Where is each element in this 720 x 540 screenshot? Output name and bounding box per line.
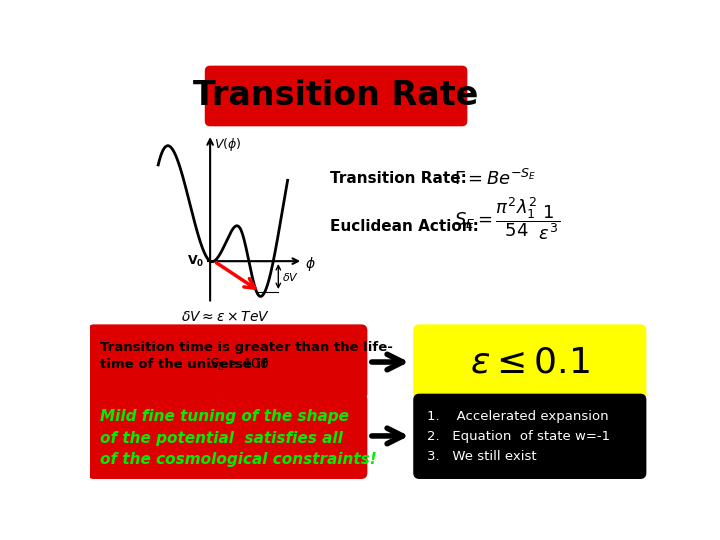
Text: $\phi$: $\phi$: [305, 255, 316, 273]
FancyBboxPatch shape: [89, 325, 366, 399]
Text: Transition Rate:: Transition Rate:: [330, 171, 467, 186]
Text: $\Gamma = Be^{-S_E}$: $\Gamma = Be^{-S_E}$: [454, 168, 537, 189]
Text: of the potential  satisfies all: of the potential satisfies all: [100, 431, 343, 445]
Text: $V(\phi)$: $V(\phi)$: [214, 137, 241, 153]
Text: $\delta V \approx \varepsilon \times TeV$: $\delta V \approx \varepsilon \times TeV…: [181, 310, 270, 325]
Text: $S_E \geq 400$: $S_E \geq 400$: [209, 356, 269, 373]
Text: 1.    Accelerated expansion: 1. Accelerated expansion: [427, 410, 608, 423]
Text: of the cosmological constraints!: of the cosmological constraints!: [100, 453, 377, 467]
Text: $\varepsilon \leq 0.1$: $\varepsilon \leq 0.1$: [470, 345, 590, 379]
Text: $\mathbf{V_0}$: $\mathbf{V_0}$: [186, 254, 204, 269]
Text: 3.   We still exist: 3. We still exist: [427, 450, 536, 463]
FancyBboxPatch shape: [205, 66, 467, 126]
FancyBboxPatch shape: [89, 394, 366, 478]
FancyBboxPatch shape: [414, 394, 646, 478]
Text: time of the universe if: time of the universe if: [100, 358, 267, 371]
Text: Euclidean Action:: Euclidean Action:: [330, 219, 479, 234]
Text: Mild fine tuning of the shape: Mild fine tuning of the shape: [100, 409, 349, 424]
Text: 2.   Equation  of state w=-1: 2. Equation of state w=-1: [427, 430, 611, 443]
Text: $\delta V$: $\delta V$: [282, 271, 300, 282]
Text: $S_E = \dfrac{\pi^2 \lambda_1^2}{54} \dfrac{1}{\varepsilon^3}$: $S_E = \dfrac{\pi^2 \lambda_1^2}{54} \df…: [454, 195, 560, 242]
Text: Transition time is greater than the life-: Transition time is greater than the life…: [100, 341, 393, 354]
FancyBboxPatch shape: [414, 325, 646, 399]
Text: Transition Rate: Transition Rate: [194, 79, 479, 112]
